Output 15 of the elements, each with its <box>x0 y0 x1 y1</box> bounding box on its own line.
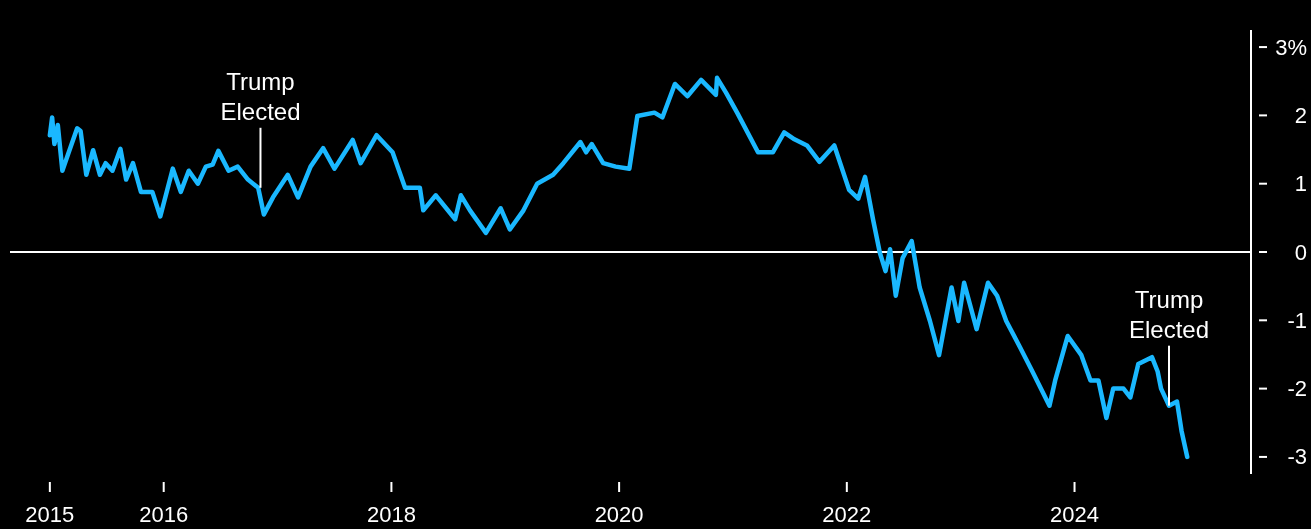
x-tick-label: 2016 <box>139 502 189 527</box>
x-tick-label: 2022 <box>822 502 872 527</box>
y-tick-label: -1 <box>1287 307 1307 333</box>
y-tick-label: 3% <box>1275 34 1307 60</box>
x-tick-label: 2018 <box>366 502 416 527</box>
x-tick-label: 2020 <box>594 502 644 527</box>
annotation: Trump Elected <box>1128 285 1210 343</box>
annotation: Trump Elected <box>220 67 301 125</box>
y-tick-label: -3 <box>1287 444 1307 470</box>
y-tick-label: 1 <box>1294 171 1307 197</box>
y-tick-label: 0 <box>1294 239 1307 265</box>
y-tick-label: 2 <box>1294 102 1307 128</box>
y-tick-label: -2 <box>1287 376 1307 402</box>
x-tick-label: 2015 <box>25 502 75 527</box>
x-tick-label: 2024 <box>1050 502 1099 527</box>
